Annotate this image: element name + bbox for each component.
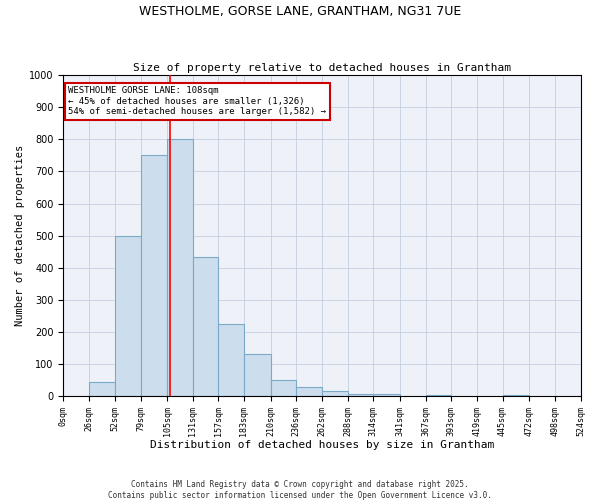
Bar [347, 394, 373, 396]
Bar [218, 324, 244, 396]
Bar [115, 236, 142, 396]
Bar [425, 394, 451, 396]
Title: Size of property relative to detached houses in Grantham: Size of property relative to detached ho… [133, 63, 511, 73]
Text: Contains HM Land Registry data © Crown copyright and database right 2025.
Contai: Contains HM Land Registry data © Crown c… [108, 480, 492, 500]
Bar [167, 140, 193, 396]
Bar [193, 256, 218, 396]
Bar [373, 394, 400, 396]
Bar [296, 388, 322, 396]
Bar [244, 354, 271, 396]
X-axis label: Distribution of detached houses by size in Grantham: Distribution of detached houses by size … [150, 440, 494, 450]
Text: WESTHOLME, GORSE LANE, GRANTHAM, NG31 7UE: WESTHOLME, GORSE LANE, GRANTHAM, NG31 7U… [139, 5, 461, 18]
Y-axis label: Number of detached properties: Number of detached properties [15, 145, 25, 326]
Bar [89, 382, 115, 396]
Bar [271, 380, 296, 396]
Bar [503, 394, 529, 396]
Text: WESTHOLME GORSE LANE: 108sqm
← 45% of detached houses are smaller (1,326)
54% of: WESTHOLME GORSE LANE: 108sqm ← 45% of de… [68, 86, 326, 116]
Bar [322, 392, 347, 396]
Bar [142, 156, 167, 396]
